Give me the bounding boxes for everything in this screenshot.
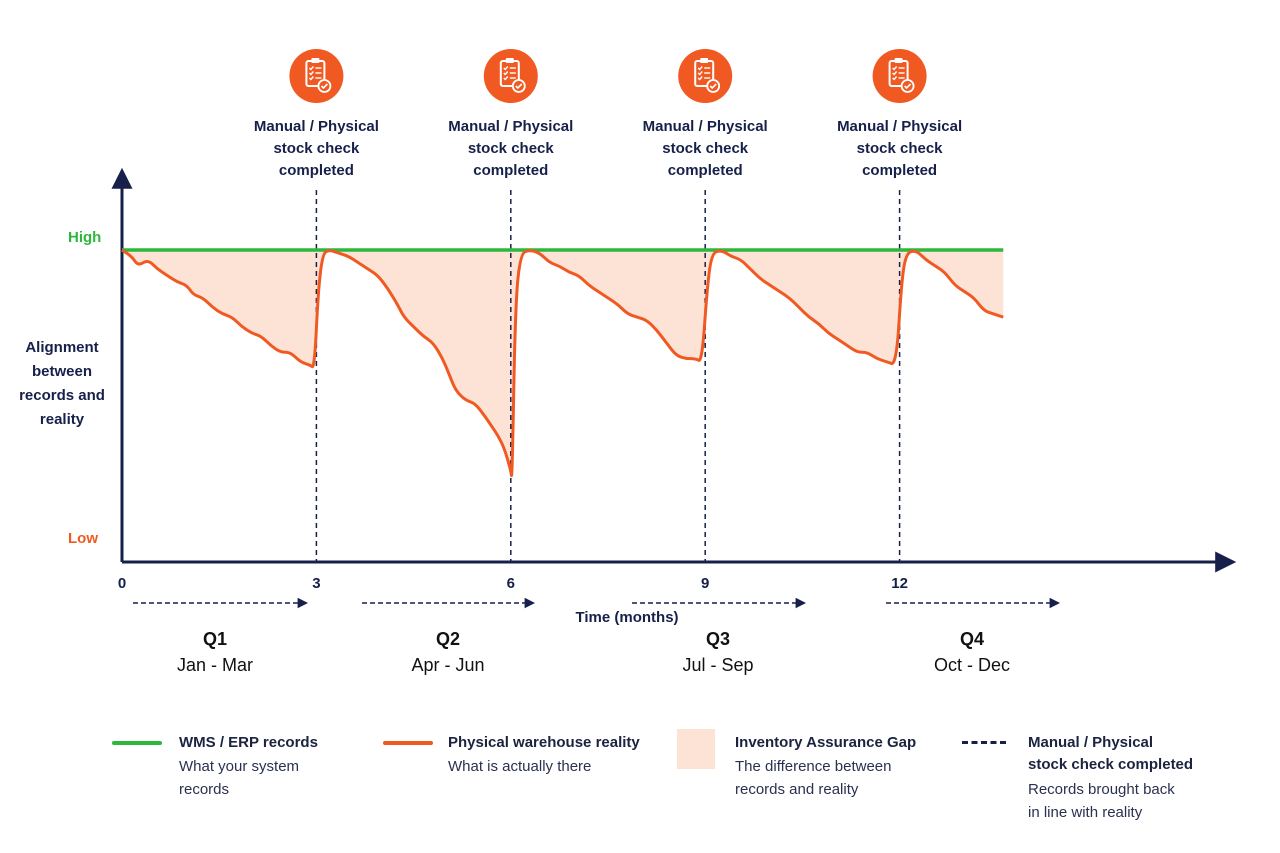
gap-area-fill	[122, 250, 1004, 476]
clipboard-check-icon	[872, 49, 927, 103]
check-mark	[892, 71, 898, 76]
clipboard-check-icon	[483, 49, 538, 103]
stock-check-label-line: stock check	[662, 140, 749, 157]
axes	[111, 167, 1237, 573]
x-tick-label: 6	[507, 575, 515, 592]
legend-desc-check-1: Records brought back	[1028, 781, 1175, 798]
check-mark	[892, 66, 898, 71]
legend: WMS / ERP records What your system recor…	[0, 720, 1280, 840]
badge-check	[904, 83, 912, 90]
icon-circle	[678, 49, 733, 103]
legend-swatch-dashed-line	[962, 741, 1006, 744]
x-tick-label: 3	[312, 575, 320, 592]
legend-desc-check-2: in line with reality	[1028, 804, 1143, 821]
stock-check-label-line: completed	[862, 162, 937, 179]
clipboard-clip	[505, 58, 514, 63]
stock-check-label-line: completed	[473, 162, 548, 179]
quarter-name: Q3	[706, 629, 730, 649]
stock-check-label-line: stock check	[857, 140, 944, 157]
legend-title-gap: Inventory Assurance Gap	[735, 734, 917, 751]
check-mark	[892, 76, 898, 81]
legend-swatch-gap	[677, 729, 715, 769]
x-axis-title: Time (months)	[575, 609, 678, 626]
legend-title-records: WMS / ERP records	[179, 734, 318, 751]
legend-desc-records-1: What your system	[179, 758, 300, 775]
y-axis-label-line: between	[32, 363, 92, 380]
stock-check-label-line: stock check	[273, 140, 360, 157]
stock-check-label-line: Manual / Physical	[643, 118, 768, 135]
check-mark	[308, 66, 314, 71]
legend-desc-gap-1: The difference between	[735, 758, 892, 775]
quarter-months: Oct - Dec	[934, 655, 1010, 675]
check-mark	[308, 76, 314, 81]
legend-desc-records-2: records	[179, 781, 230, 798]
icon-circle	[872, 49, 927, 103]
y-high-label: High	[68, 229, 101, 246]
stock-check-label-line: Manual / Physical	[448, 118, 573, 135]
y-low-label: Low	[68, 530, 98, 547]
stock-check-label-line: Manual / Physical	[254, 118, 379, 135]
clipboard-clip	[311, 58, 320, 63]
series-lines	[121, 248, 1004, 477]
icon-circle	[483, 49, 538, 103]
x-tick-label: 0	[118, 575, 126, 592]
stock-check-markers	[289, 49, 927, 562]
check-mark	[697, 76, 703, 81]
quarter-months: Jan - Mar	[177, 655, 253, 675]
clipboard-check-icon	[678, 49, 733, 103]
y-axis-label-line: reality	[40, 411, 85, 428]
stock-check-label-line: Manual / Physical	[837, 118, 962, 135]
legend-title-check-1: Manual / Physical	[1028, 734, 1154, 751]
x-tick-label: 9	[701, 575, 709, 592]
badge-check	[709, 83, 717, 90]
stock-check-label-line: completed	[668, 162, 743, 179]
stock-check-label-line: completed	[279, 162, 354, 179]
check-mark	[697, 66, 703, 71]
clipboard-clip	[894, 58, 903, 63]
badge-check	[320, 83, 328, 90]
icon-circle	[289, 49, 344, 103]
quarter-months: Jul - Sep	[682, 655, 753, 675]
chart-labels: Manual / Physical stock check completed Man…	[19, 118, 1061, 675]
legend-swatch-orange-line	[383, 741, 433, 745]
quarter-months: Apr - Jun	[411, 655, 484, 675]
check-mark	[503, 66, 509, 71]
gap-area	[122, 250, 1004, 476]
legend-desc-reality-1: What is actually there	[448, 758, 592, 775]
check-mark	[697, 71, 703, 76]
check-mark	[503, 76, 509, 81]
check-mark	[308, 71, 314, 76]
clipboard-clip	[700, 58, 709, 63]
quarter-name: Q4	[960, 629, 984, 649]
quarter-name: Q2	[436, 629, 460, 649]
y-axis-label-line: Alignment	[25, 339, 98, 356]
legend-swatch-green-line	[112, 741, 162, 745]
legend-title-reality: Physical warehouse reality	[448, 734, 640, 751]
x-tick-label: 12	[891, 575, 908, 592]
y-axis-label-line: records and	[19, 387, 105, 404]
stock-check-label-line: stock check	[468, 140, 555, 157]
legend-desc-gap-2: records and reality	[735, 781, 859, 798]
legend-title-check-2: stock check completed	[1028, 756, 1194, 773]
reality-line	[121, 248, 1004, 477]
badge-check	[515, 83, 523, 90]
check-mark	[503, 71, 509, 76]
quarter-name: Q1	[203, 629, 227, 649]
clipboard-check-icon	[289, 49, 344, 103]
